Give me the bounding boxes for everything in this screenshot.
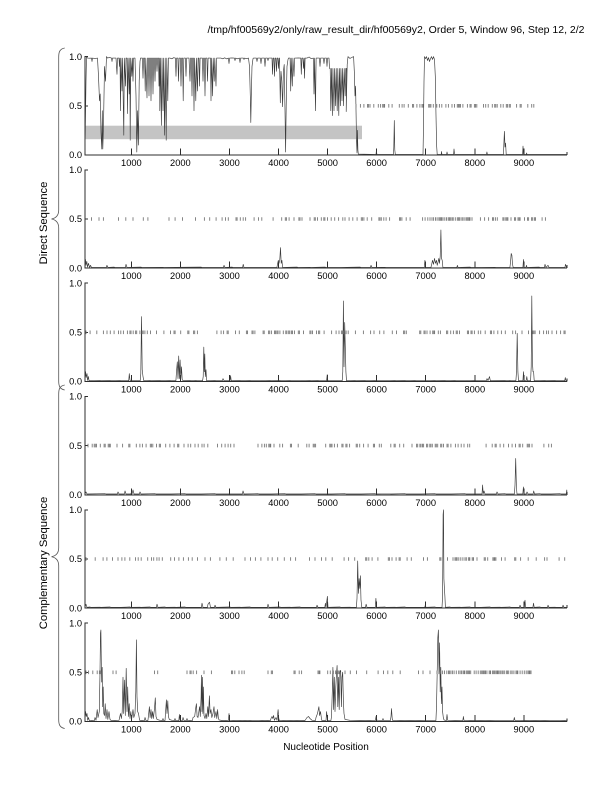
svg-text:0.0: 0.0 bbox=[69, 263, 82, 273]
svg-text:3000: 3000 bbox=[219, 158, 240, 168]
svg-text:4000: 4000 bbox=[268, 724, 289, 734]
svg-text:4000: 4000 bbox=[268, 271, 289, 281]
svg-text:1000: 1000 bbox=[121, 385, 142, 395]
svg-text:0.5: 0.5 bbox=[69, 214, 82, 224]
svg-text:7000: 7000 bbox=[415, 724, 436, 734]
svg-text:0.0: 0.0 bbox=[69, 150, 82, 160]
svg-text:1000: 1000 bbox=[121, 271, 142, 281]
svg-text:6000: 6000 bbox=[366, 158, 387, 168]
svg-text:1.0: 1.0 bbox=[69, 278, 82, 288]
svg-text:3000: 3000 bbox=[219, 385, 240, 395]
svg-text:Complementary Sequence: Complementary Sequence bbox=[38, 497, 50, 629]
svg-text:0.5: 0.5 bbox=[69, 328, 82, 338]
svg-text:1.0: 1.0 bbox=[69, 618, 82, 628]
svg-text:7000: 7000 bbox=[415, 158, 436, 168]
svg-text:7000: 7000 bbox=[415, 498, 436, 508]
svg-text:4000: 4000 bbox=[268, 385, 289, 395]
svg-text:8000: 8000 bbox=[464, 724, 485, 734]
svg-text:Nucleotide Position: Nucleotide Position bbox=[283, 742, 369, 753]
svg-text:6000: 6000 bbox=[366, 498, 387, 508]
svg-text:3000: 3000 bbox=[219, 271, 240, 281]
svg-text:2000: 2000 bbox=[170, 385, 191, 395]
svg-text:2000: 2000 bbox=[170, 611, 191, 621]
svg-text:5000: 5000 bbox=[317, 158, 338, 168]
svg-text:Direct Sequence: Direct Sequence bbox=[38, 182, 50, 265]
svg-text:8000: 8000 bbox=[464, 271, 485, 281]
svg-text:3000: 3000 bbox=[219, 724, 240, 734]
svg-text:0.0: 0.0 bbox=[69, 377, 82, 387]
svg-text:0.5: 0.5 bbox=[69, 554, 82, 564]
svg-text:2000: 2000 bbox=[170, 498, 191, 508]
svg-text:0.0: 0.0 bbox=[69, 717, 82, 727]
svg-text:6000: 6000 bbox=[366, 611, 387, 621]
svg-text:8000: 8000 bbox=[464, 498, 485, 508]
svg-text:2000: 2000 bbox=[170, 724, 191, 734]
svg-text:9000: 9000 bbox=[513, 498, 534, 508]
svg-text:9000: 9000 bbox=[513, 724, 534, 734]
svg-text:8000: 8000 bbox=[464, 385, 485, 395]
svg-text:2000: 2000 bbox=[170, 158, 191, 168]
svg-text:4000: 4000 bbox=[268, 498, 289, 508]
svg-text:1.0: 1.0 bbox=[69, 392, 82, 402]
svg-text:5000: 5000 bbox=[317, 271, 338, 281]
svg-text:9000: 9000 bbox=[513, 611, 534, 621]
svg-text:1.0: 1.0 bbox=[69, 52, 82, 62]
svg-text:1.0: 1.0 bbox=[69, 165, 82, 175]
svg-text:5000: 5000 bbox=[317, 385, 338, 395]
svg-text:/tmp/hf00569y2/only/raw_result: /tmp/hf00569y2/only/raw_result_dir/hf005… bbox=[207, 24, 584, 36]
svg-text:5000: 5000 bbox=[317, 611, 338, 621]
svg-text:8000: 8000 bbox=[464, 611, 485, 621]
svg-text:7000: 7000 bbox=[415, 611, 436, 621]
svg-text:9000: 9000 bbox=[513, 385, 534, 395]
svg-text:4000: 4000 bbox=[268, 158, 289, 168]
svg-text:1000: 1000 bbox=[121, 158, 142, 168]
svg-text:8000: 8000 bbox=[464, 158, 485, 168]
svg-text:6000: 6000 bbox=[366, 724, 387, 734]
svg-text:0.0: 0.0 bbox=[69, 603, 82, 613]
svg-text:1000: 1000 bbox=[121, 611, 142, 621]
svg-text:3000: 3000 bbox=[219, 611, 240, 621]
svg-text:1000: 1000 bbox=[121, 498, 142, 508]
svg-text:0.5: 0.5 bbox=[69, 441, 82, 451]
svg-text:0.5: 0.5 bbox=[69, 101, 82, 111]
svg-text:0.5: 0.5 bbox=[69, 668, 82, 678]
svg-text:1000: 1000 bbox=[121, 724, 142, 734]
svg-text:6000: 6000 bbox=[366, 385, 387, 395]
svg-text:5000: 5000 bbox=[317, 724, 338, 734]
svg-text:7000: 7000 bbox=[415, 385, 436, 395]
svg-text:1.0: 1.0 bbox=[69, 505, 82, 515]
svg-text:3000: 3000 bbox=[219, 498, 240, 508]
svg-text:6000: 6000 bbox=[366, 271, 387, 281]
svg-text:5000: 5000 bbox=[317, 498, 338, 508]
svg-text:4000: 4000 bbox=[268, 611, 289, 621]
svg-text:9000: 9000 bbox=[513, 158, 534, 168]
svg-text:0.0: 0.0 bbox=[69, 490, 82, 500]
svg-text:2000: 2000 bbox=[170, 271, 191, 281]
svg-text:9000: 9000 bbox=[513, 271, 534, 281]
svg-text:7000: 7000 bbox=[415, 271, 436, 281]
